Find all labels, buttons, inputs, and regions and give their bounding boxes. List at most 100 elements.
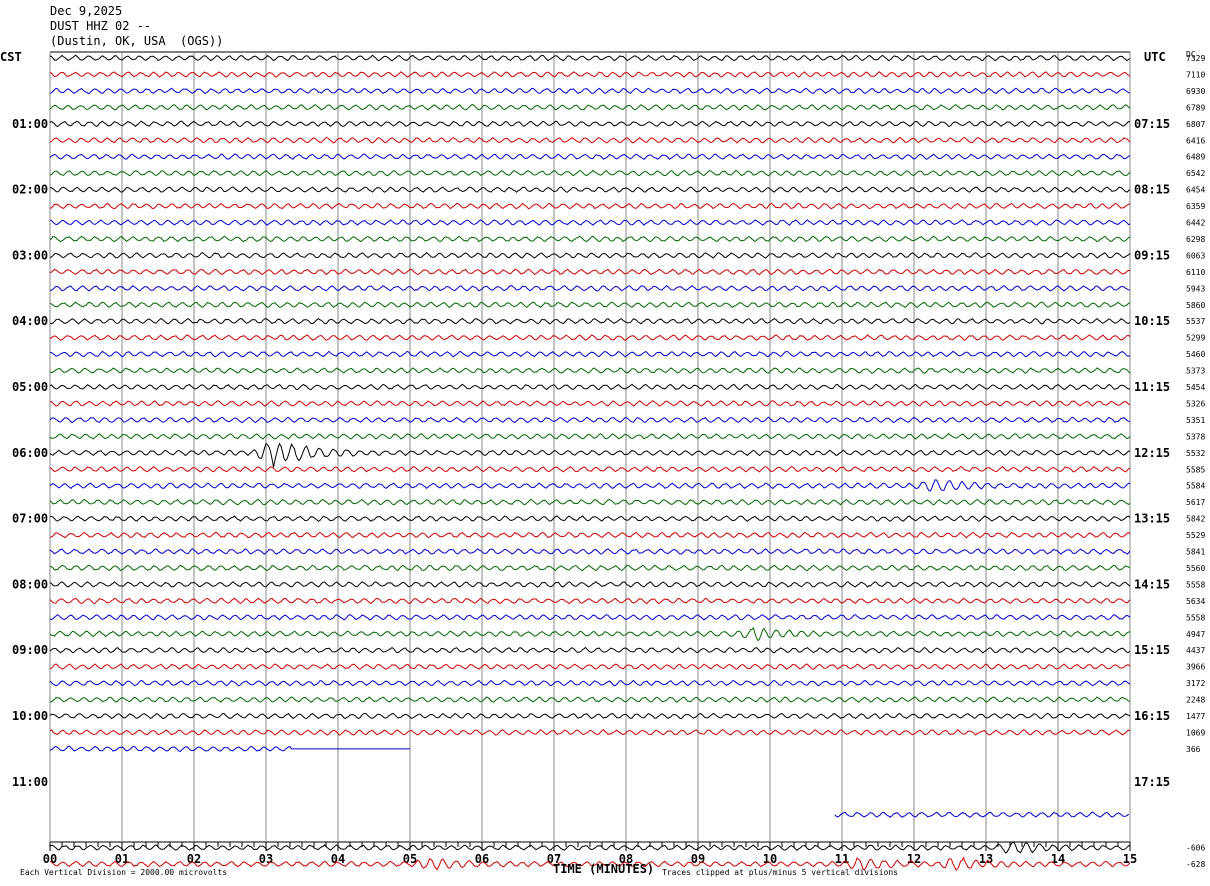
hour-label-utc: 09:15 [1134, 248, 1170, 262]
x-tick-label: 12 [907, 852, 921, 866]
hour-label-cst: 10:00 [12, 709, 48, 723]
dc-offset-label: 5634 [1186, 597, 1205, 606]
dc-offset-label: 5841 [1186, 548, 1205, 557]
dc-offset-label: 5299 [1186, 334, 1205, 343]
seismic-trace [49, 646, 1131, 654]
hour-label-utc: 07:15 [1134, 117, 1170, 131]
dc-offset-label: 1069 [1186, 728, 1205, 737]
hour-label-cst: 05:00 [12, 380, 48, 394]
hour-label-cst: 03:00 [12, 248, 48, 262]
dc-offset-label: 6298 [1186, 235, 1205, 244]
dc-offset-label: 6359 [1186, 202, 1205, 211]
dc-offset-label: 7329 [1186, 54, 1205, 63]
x-tick-label: 04 [331, 852, 345, 866]
x-tick-label: 11 [835, 852, 849, 866]
x-tick-label: 15 [1123, 852, 1137, 866]
seismic-trace [49, 87, 1131, 95]
dc-offset-label: 1477 [1186, 712, 1205, 721]
seismic-trace [49, 317, 1131, 325]
seismic-trace [49, 54, 1131, 62]
seismic-trace [49, 498, 1131, 506]
dc-offset-label: 6416 [1186, 136, 1205, 145]
dc-offset-label: 5460 [1186, 350, 1205, 359]
hour-label-utc: 08:15 [1134, 183, 1170, 197]
seismic-trace [49, 120, 1131, 128]
dc-offset-label: 5326 [1186, 399, 1205, 408]
hour-label-cst: 11:00 [12, 775, 48, 789]
hour-label-utc: 14:15 [1134, 577, 1170, 591]
left-axis-label: CST [0, 50, 22, 64]
dc-offset-label: 5373 [1186, 367, 1205, 376]
seismic-trace [49, 383, 1131, 391]
date-label: Dec 9,2025 [50, 4, 123, 18]
dc-offset-label: 5585 [1186, 465, 1205, 474]
x-tick-label: 08 [619, 852, 633, 866]
station-label: DUST HHZ 02 -- [50, 19, 152, 33]
seismic-trace [49, 745, 410, 753]
seismic-trace [49, 400, 1131, 407]
dc-offset-label: 6930 [1186, 87, 1205, 96]
dc-offset-label: 5454 [1186, 383, 1205, 392]
seismic-trace [49, 284, 1131, 292]
scale-note: Each Vertical Division = 2000.00 microvo… [20, 868, 228, 877]
dc-offset-label: 5860 [1186, 301, 1205, 310]
dc-offset-label: 5560 [1186, 564, 1205, 573]
hour-label-utc: 15:15 [1134, 643, 1170, 657]
seismic-trace [49, 696, 1131, 703]
seismic-trace [834, 811, 1130, 818]
dc-offset-label: 366 [1186, 745, 1201, 754]
hour-label-cst: 07:00 [12, 512, 48, 526]
hour-label-utc: 13:15 [1134, 512, 1170, 526]
seismic-trace [49, 252, 1131, 259]
seismic-trace [49, 515, 1131, 522]
dc-offset-label: 6110 [1186, 268, 1205, 277]
seismic-trace [49, 614, 1131, 621]
x-tick-label: 07 [547, 852, 561, 866]
seismic-trace [49, 104, 1131, 111]
dc-offset-label: 5532 [1186, 449, 1205, 458]
hour-label-cst: 09:00 [12, 643, 48, 657]
seismic-trace [49, 153, 1131, 161]
seismic-trace [49, 350, 1131, 358]
seismic-trace [49, 71, 1131, 78]
x-tick-label: 00 [43, 852, 57, 866]
dc-offset-label: 5943 [1186, 284, 1205, 293]
seismic-trace [49, 136, 1131, 144]
dc-offset-label: 5378 [1186, 432, 1205, 441]
hour-label-utc: 16:15 [1134, 709, 1170, 723]
dc-offset-label: 5617 [1186, 498, 1205, 507]
dc-offset-label: 4947 [1186, 630, 1205, 639]
dc-offset-label: 7110 [1186, 70, 1205, 79]
dc-offset-label: 6807 [1186, 120, 1205, 129]
dc-offset-label: 6442 [1186, 219, 1205, 228]
dc-offset-label: 5529 [1186, 531, 1205, 540]
seismic-trace [49, 729, 1131, 736]
seismic-trace [49, 186, 1131, 193]
seismic-trace [49, 581, 1131, 588]
seismic-trace [49, 856, 1131, 871]
dc-offset-label: 6454 [1186, 186, 1205, 195]
dc-offset-label: 3172 [1186, 679, 1205, 688]
dc-offset-label: -628 [1186, 860, 1205, 869]
seismic-trace [49, 367, 1131, 374]
dc-offset-label: 6789 [1186, 103, 1205, 112]
right-axis-label: UTC [1144, 50, 1166, 64]
seismic-trace [49, 268, 1131, 276]
seismic-trace [49, 301, 1131, 309]
seismic-trace [49, 679, 1131, 687]
x-tick-label: 14 [1051, 852, 1065, 866]
seismic-trace [49, 465, 1131, 473]
dc-offset-label: 5537 [1186, 317, 1205, 326]
seismic-trace [49, 202, 1131, 210]
seismic-trace [49, 564, 1131, 572]
seismic-trace [49, 627, 1131, 642]
location-label: (Dustin, OK, USA (OGS)) [50, 34, 224, 48]
dc-offset-label: 6542 [1186, 169, 1205, 178]
seismic-trace [49, 597, 1131, 605]
hour-label-utc: 17:15 [1134, 775, 1170, 789]
dc-offset-label: 5558 [1186, 580, 1205, 589]
seismic-trace [49, 334, 1131, 341]
seismic-trace [49, 841, 1131, 854]
x-tick-label: 06 [475, 852, 489, 866]
